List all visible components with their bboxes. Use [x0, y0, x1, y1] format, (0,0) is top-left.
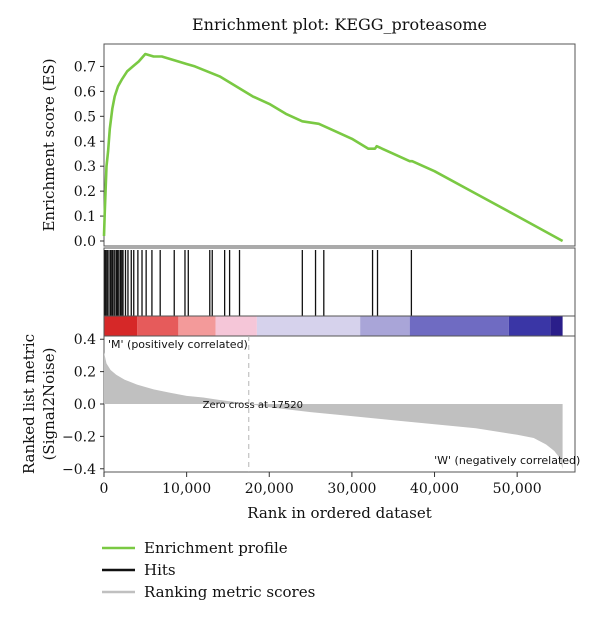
x-tick-label: 10,000: [162, 481, 211, 497]
color-bar-segment: [137, 316, 179, 336]
es-y-tick-label: 0.7: [74, 59, 96, 75]
legend-label: Hits: [144, 561, 176, 579]
x-axis-label: Rank in ordered dataset: [247, 504, 432, 522]
x-tick-label: 20,000: [245, 481, 294, 497]
color-bar-segment: [256, 316, 361, 336]
positive-correlation-label: 'M' (positively correlated): [108, 338, 248, 351]
metric-y-tick-label: 0.2: [74, 365, 96, 381]
metric-y-tick-label: 0.0: [74, 397, 96, 413]
metric-y-axis-label-line2: (Signal2Noise): [40, 348, 58, 461]
x-tick-label: 50,000: [493, 481, 542, 497]
legend-label: Enrichment profile: [144, 539, 288, 557]
metric-y-axis-label-line1: Ranked list metric: [20, 334, 38, 474]
color-bar-segment: [215, 316, 257, 336]
color-bar-segment: [104, 316, 138, 336]
color-bar-segment: [360, 316, 410, 336]
x-tick-label: 30,000: [327, 481, 376, 497]
metric-y-tick-label: −0.4: [62, 462, 96, 478]
color-bar-segment: [409, 316, 509, 336]
negative-correlation-label: 'W' (negatively correlated): [434, 454, 580, 467]
metric-y-tick-label: −0.2: [62, 429, 96, 445]
color-bar-segment: [550, 316, 563, 336]
x-tick-label: 40,000: [410, 481, 459, 497]
enrichment-profile-line: [102, 52, 564, 243]
color-bar-frame: [103, 315, 576, 337]
x-tick-label: 0: [100, 481, 109, 497]
es-y-tick-label: 0.0: [74, 234, 96, 250]
metric-y-tick-label: 0.4: [74, 332, 96, 348]
es-y-tick-label: 0.4: [74, 134, 96, 150]
es-panel-frame: [103, 43, 576, 247]
color-bar-segment: [508, 316, 551, 336]
ranking-metric-area: [104, 352, 563, 469]
chart-title: Enrichment plot: KEGG_proteasome: [192, 15, 487, 34]
zero-cross-label: Zero cross at 17520: [203, 400, 303, 411]
es-y-axis-label: Enrichment score (ES): [40, 58, 58, 231]
es-y-tick-label: 0.1: [74, 209, 96, 225]
color-bar-segment: [178, 316, 216, 336]
es-y-tick-label: 0.3: [74, 159, 96, 175]
es-y-tick-label: 0.2: [74, 184, 96, 200]
legend-label: Ranking metric scores: [144, 583, 315, 601]
es-y-tick-label: 0.6: [74, 84, 96, 100]
es-y-tick-label: 0.5: [74, 109, 96, 125]
